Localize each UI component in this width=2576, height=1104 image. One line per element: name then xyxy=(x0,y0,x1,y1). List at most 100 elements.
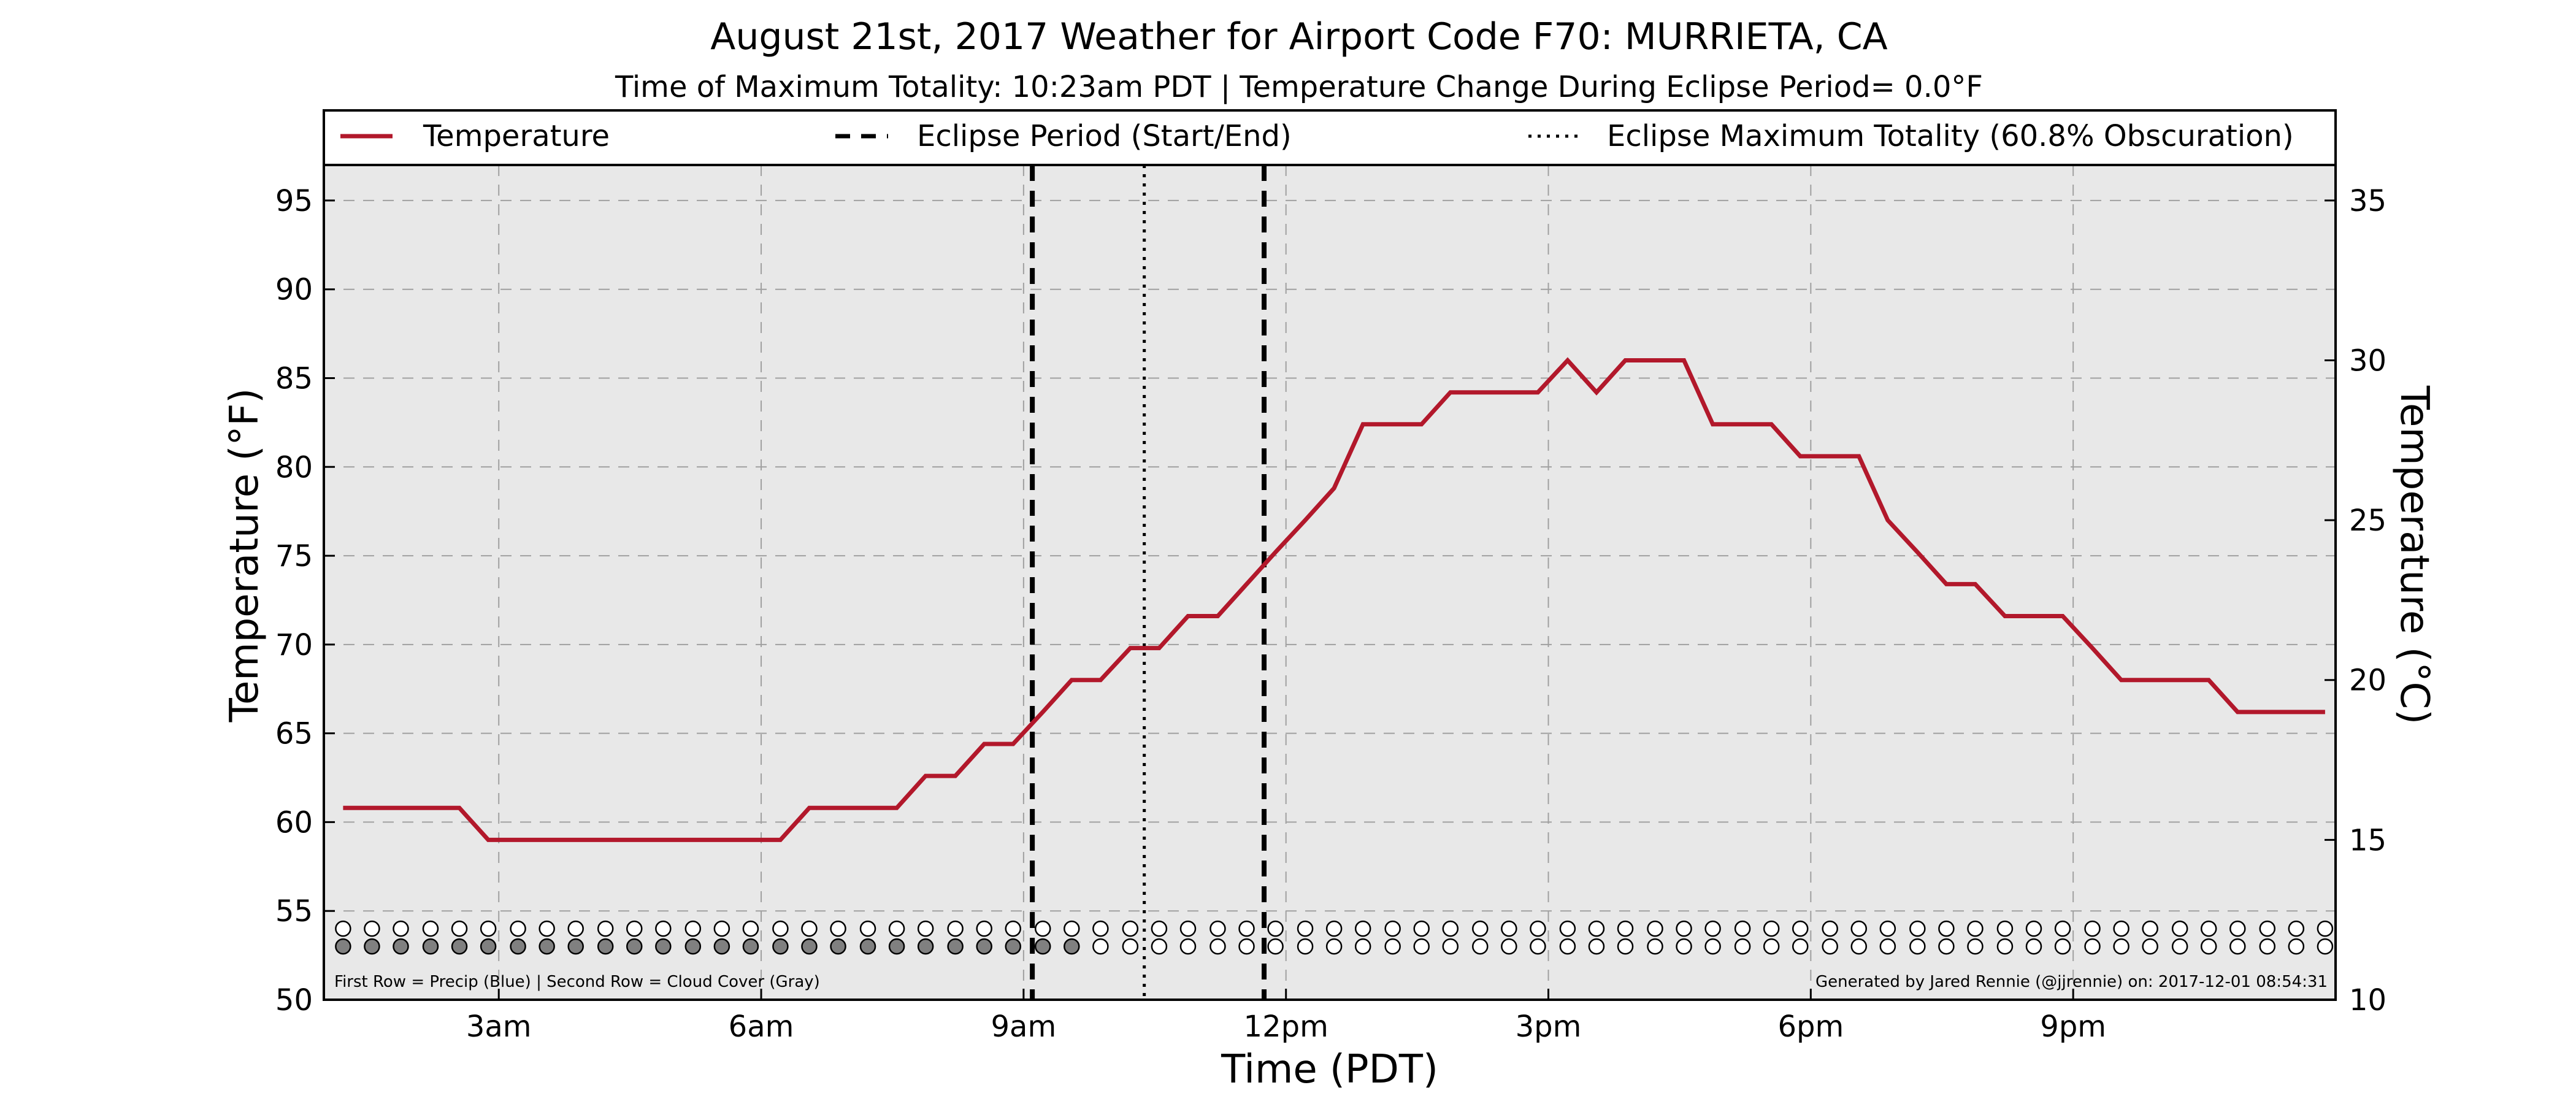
cloud-marker xyxy=(567,938,584,955)
precip-marker xyxy=(510,920,526,937)
cloud-marker xyxy=(597,938,614,955)
cloud-marker xyxy=(1996,938,2014,955)
precip-marker xyxy=(2171,920,2188,937)
cloud-marker xyxy=(1530,938,1546,955)
y-tick-label-right: 35 xyxy=(2349,184,2386,218)
precip-marker xyxy=(655,920,672,937)
x-axis-title: Time (PDT) xyxy=(1221,1047,1438,1092)
precip-marker xyxy=(917,920,934,937)
precip-marker xyxy=(422,920,439,937)
y-tick-label-right: 25 xyxy=(2349,504,2386,538)
cloud-marker xyxy=(2229,938,2246,955)
cloud-marker xyxy=(364,938,380,955)
cloud-marker xyxy=(1151,938,1168,955)
precip-marker xyxy=(1005,920,1022,937)
y-axis-title-left: Temperature (°F) xyxy=(222,388,267,723)
y-tick-label-left: 60 xyxy=(275,805,313,840)
precip-marker xyxy=(2054,920,2071,937)
cloud-marker xyxy=(801,938,818,955)
y-tick-label-left: 55 xyxy=(275,894,313,929)
precip-marker xyxy=(1092,920,1109,937)
cloud-marker xyxy=(1297,938,1314,955)
cloud-marker xyxy=(1822,938,1838,955)
precip-marker xyxy=(539,920,555,937)
precip-marker xyxy=(1996,920,2014,937)
x-tick-label: 3pm xyxy=(1516,1010,1582,1044)
precip-marker xyxy=(393,920,409,937)
cloud-marker xyxy=(713,938,730,955)
y-tick-label-left: 50 xyxy=(275,983,313,1018)
cloud-marker xyxy=(2142,938,2158,955)
precip-marker xyxy=(772,920,789,937)
precip-marker xyxy=(2200,920,2217,937)
cloud-marker xyxy=(1005,938,1022,955)
cloud-marker xyxy=(451,938,468,955)
precip-marker xyxy=(626,920,643,937)
x-tick-label: 6am xyxy=(729,1010,794,1044)
cloud-marker xyxy=(1647,938,1663,955)
cloud-marker xyxy=(539,938,555,955)
cloud-marker xyxy=(859,938,876,955)
cloud-marker xyxy=(626,938,643,955)
chart-title: August 21st, 2017 Weather for Airport Co… xyxy=(710,15,1887,58)
precip-marker xyxy=(1267,920,1284,937)
y-tick-label-left: 95 xyxy=(275,184,313,218)
y-tick-label-left: 85 xyxy=(275,361,313,396)
cloud-marker xyxy=(2171,938,2188,955)
cloud-marker xyxy=(1325,938,1343,955)
precip-marker xyxy=(451,920,468,937)
cloud-marker xyxy=(1501,938,1517,955)
precip-marker xyxy=(1879,920,1896,937)
precip-marker xyxy=(1704,920,1721,937)
precip-marker xyxy=(742,920,759,937)
y-tick-label-right: 30 xyxy=(2349,343,2386,378)
axis-ticks: 3am 6am 9am 12pm 3pm 6pm 9pm 50 55 60 65 70 75 80 85 90… xyxy=(275,184,2386,1044)
note-right: Generated by Jared Rennie (@jjrennie) on… xyxy=(1815,973,2328,991)
precip-marker xyxy=(2113,920,2129,937)
precip-marker xyxy=(1209,920,1226,937)
cloud-marker xyxy=(2288,938,2305,955)
precip-marker xyxy=(1034,920,1051,937)
eclipse-lines xyxy=(1030,165,1267,1000)
cloud-marker xyxy=(422,938,439,955)
cloud-marker xyxy=(2113,938,2129,955)
precip-marker xyxy=(1325,920,1343,937)
cloud-marker xyxy=(1472,938,1489,955)
cloud-marker xyxy=(1588,938,1605,955)
note-left: First Row = Precip (Blue) | Second Row =… xyxy=(334,973,820,991)
precip-marker xyxy=(801,920,818,937)
precip-marker xyxy=(1413,920,1430,937)
cloud-marker xyxy=(1559,938,1576,955)
plot-background xyxy=(324,165,2336,1000)
precip-marker xyxy=(335,920,351,937)
cloud-marker xyxy=(1763,938,1780,955)
y-tick-label-left: 80 xyxy=(275,450,313,485)
precip-marker xyxy=(859,920,876,937)
precip-marker xyxy=(1559,920,1576,937)
x-tick-label: 3am xyxy=(466,1010,532,1044)
precip-marker xyxy=(2025,920,2042,937)
y-tick-label-right: 10 xyxy=(2349,983,2386,1018)
precip-marker xyxy=(888,920,905,937)
cloud-marker xyxy=(1850,938,1868,955)
precip-marker xyxy=(1588,920,1605,937)
precip-marker xyxy=(1850,920,1868,937)
cloud-marker xyxy=(1238,938,1255,955)
cloud-marker xyxy=(335,938,351,955)
temperature-series xyxy=(343,357,2325,842)
cloud-marker xyxy=(772,938,789,955)
cloud-marker xyxy=(947,938,964,955)
precip-marker xyxy=(2317,920,2334,937)
cloud-marker xyxy=(2054,938,2071,955)
cloud-marker xyxy=(830,938,846,955)
cloud-marker xyxy=(2317,938,2334,955)
cloud-marker xyxy=(684,938,702,955)
cloud-marker xyxy=(1267,938,1284,955)
cloud-marker xyxy=(1909,938,1926,955)
precip-marker xyxy=(1297,920,1314,937)
x-tick-label: 9pm xyxy=(2040,1010,2106,1044)
precip-marker xyxy=(1792,920,1809,937)
x-tick-label: 12pm xyxy=(1244,1010,1328,1044)
precip-marker xyxy=(976,920,992,937)
